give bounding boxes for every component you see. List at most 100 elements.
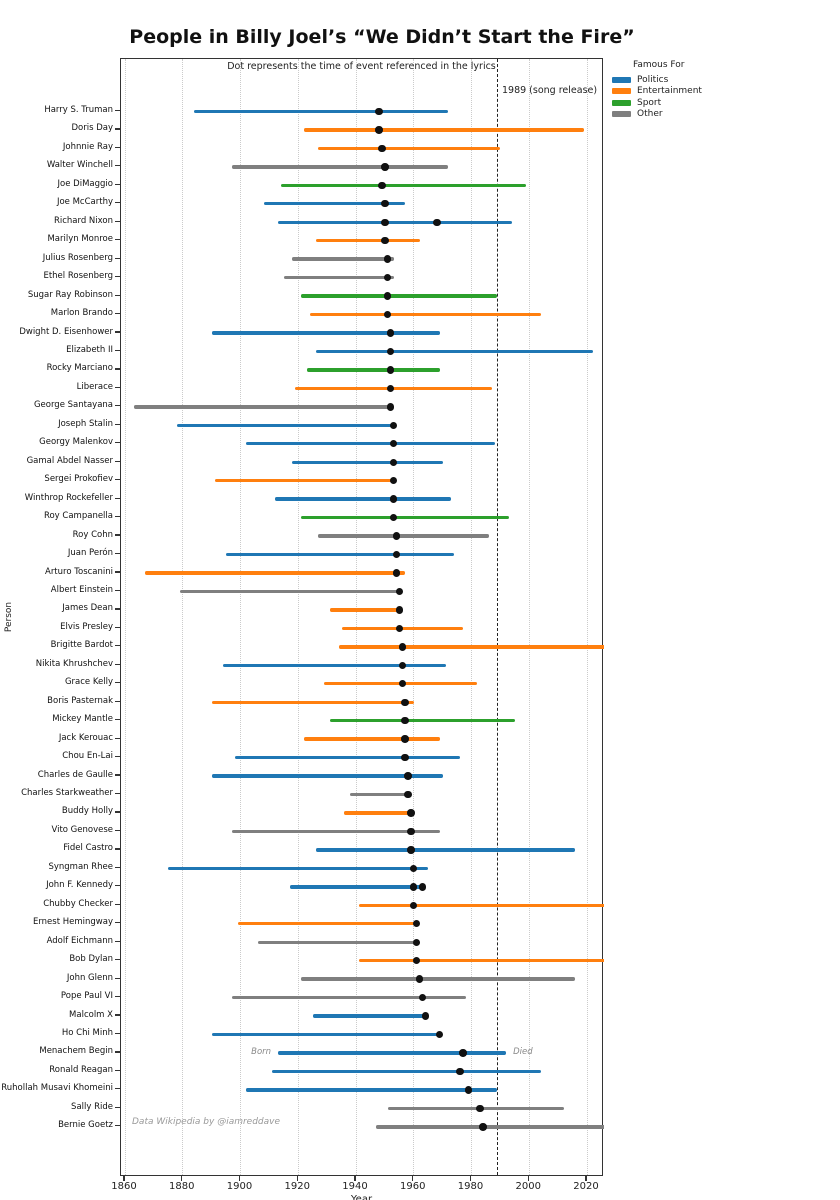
person-label: Boris Pasternak <box>47 695 113 706</box>
lifespan-line <box>246 1088 498 1092</box>
lifespan-line <box>275 497 452 501</box>
person-label: Joe DiMaggio <box>57 178 113 189</box>
x-tick-mark <box>585 1176 587 1181</box>
x-tick-label: 1960 <box>400 1181 426 1192</box>
y-tick-mark <box>114 331 120 333</box>
y-tick-mark <box>114 220 120 222</box>
y-tick-mark <box>114 109 120 112</box>
person-label: Julius Rosenberg <box>42 252 113 263</box>
event-dot <box>456 1067 464 1076</box>
lifespan-line <box>211 331 440 335</box>
event-dot <box>386 403 395 411</box>
event-dot <box>412 920 421 928</box>
y-tick-mark <box>114 165 120 167</box>
event-dot <box>476 1104 484 1113</box>
lifespan-line <box>133 405 391 409</box>
person-label: George Santayana <box>33 400 113 411</box>
politics-swatch <box>612 76 631 83</box>
event-dot <box>410 864 418 873</box>
lifespan-line <box>304 128 585 132</box>
person-label: James Dean <box>62 603 113 614</box>
lifespan-line <box>231 165 449 169</box>
lifespan-line <box>330 608 400 612</box>
event-dot <box>378 181 386 190</box>
y-tick-mark <box>114 202 120 204</box>
y-tick-mark <box>114 1088 120 1090</box>
lifespan-line <box>278 220 512 224</box>
event-dot <box>395 606 403 614</box>
gridline <box>124 59 126 1175</box>
lifespan-line <box>376 1125 604 1129</box>
legend-label: Entertainment <box>637 86 702 97</box>
y-tick-mark <box>114 442 120 444</box>
sport-swatch <box>612 99 631 106</box>
event-dot <box>384 292 392 300</box>
person-label: Dwight D. Eisenhower <box>19 326 113 337</box>
person-label: Roy Cohn <box>72 529 113 540</box>
event-dot <box>433 218 441 226</box>
person-label: Marilyn Monroe <box>47 234 113 245</box>
person-label: Winthrop Rockefeller <box>24 492 113 503</box>
lifespan-line <box>304 737 440 741</box>
lifespan-line <box>315 239 420 243</box>
lifespan-line <box>318 534 489 538</box>
lifespan-line <box>350 792 411 797</box>
legend-item-sport: Sport <box>612 97 732 109</box>
legend-item-politics: Politics <box>612 74 732 86</box>
lifespan-line <box>280 183 527 188</box>
died-annotation: Died <box>513 1047 533 1058</box>
event-dot <box>386 347 395 356</box>
y-tick-mark <box>114 682 120 684</box>
person-label: Ernest Hemingway <box>32 917 113 928</box>
gridline <box>355 59 357 1175</box>
lifespan-line <box>168 866 429 871</box>
person-label: Malcolm X <box>69 1009 113 1020</box>
x-tick-mark <box>123 1176 125 1181</box>
person-label: Brigitte Bardot <box>50 640 113 651</box>
person-label: John Glenn <box>66 972 113 983</box>
y-tick-mark <box>114 1069 120 1072</box>
x-tick-label: 1920 <box>284 1181 310 1192</box>
event-dot <box>415 975 424 983</box>
y-tick-mark <box>114 516 120 518</box>
event-dot <box>375 126 383 134</box>
y-tick-mark <box>114 552 120 555</box>
lifespan-line <box>179 589 400 594</box>
person-label: Mickey Mantle <box>52 714 113 725</box>
y-tick-mark <box>114 460 120 462</box>
lifespan-line <box>272 1069 541 1074</box>
event-dot <box>412 938 421 946</box>
y-tick-mark <box>114 1051 120 1053</box>
y-tick-mark <box>114 719 120 721</box>
plot-area: Dot represents the time of event referen… <box>120 58 604 1176</box>
person-label: Liberace <box>76 381 113 392</box>
gridline <box>297 59 299 1175</box>
event-dot <box>395 587 403 596</box>
person-label: Gamal Abdel Nasser <box>26 455 113 466</box>
lifespan-line <box>211 700 414 704</box>
person-label: Elizabeth II <box>66 344 113 355</box>
y-tick-mark <box>114 940 120 942</box>
event-dot <box>410 901 418 909</box>
person-label: Nikita Khrushchev <box>35 658 113 669</box>
person-label: Joe McCarthy <box>56 197 113 208</box>
y-tick-mark <box>114 128 120 130</box>
event-dot <box>404 772 412 780</box>
y-tick-mark <box>114 885 120 887</box>
event-dot <box>381 163 389 171</box>
y-tick-mark <box>114 146 120 148</box>
gridline <box>240 59 241 1175</box>
event-dot <box>418 993 427 1002</box>
lifespan-line <box>330 718 515 723</box>
event-dot <box>389 495 398 503</box>
lifespan-line <box>211 774 443 778</box>
lifespan-line <box>211 1032 440 1037</box>
person-label: Pope Paul VI <box>60 991 113 1002</box>
y-tick-mark <box>114 183 120 185</box>
lifespan-line <box>283 275 394 280</box>
event-dot <box>389 440 398 448</box>
person-label: John F. Kennedy <box>46 880 113 891</box>
x-tick-mark <box>527 1176 529 1181</box>
lifespan-line <box>145 571 406 575</box>
y-tick-mark <box>114 626 120 628</box>
